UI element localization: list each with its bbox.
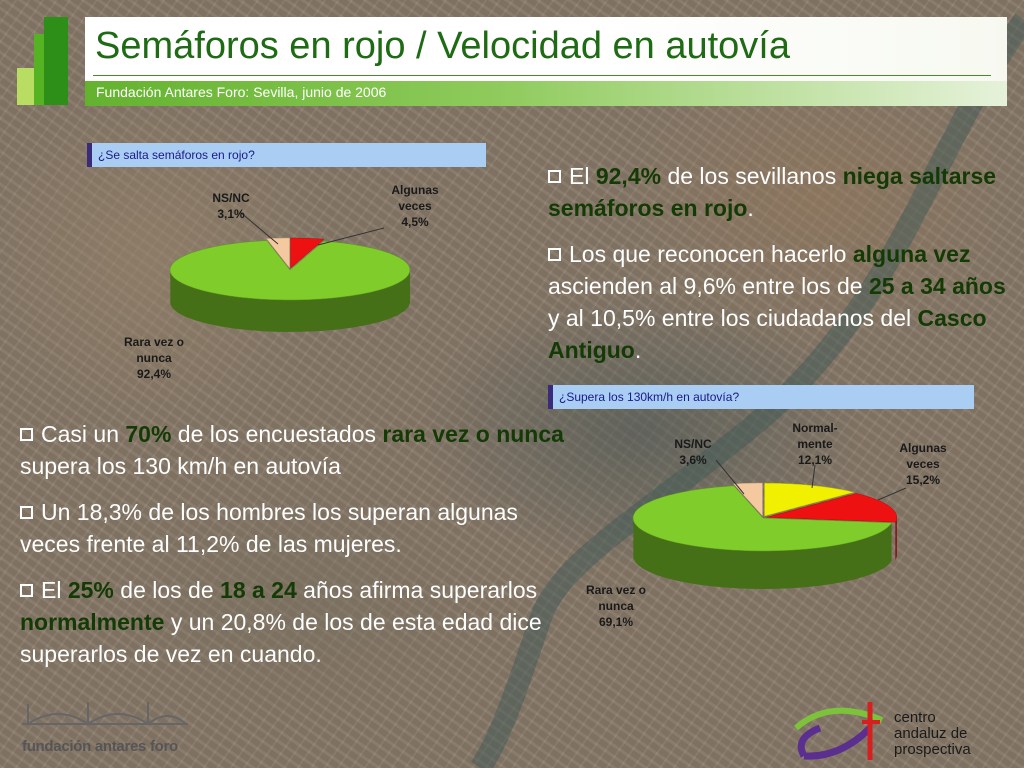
right-bullet-1-text: El [569, 163, 596, 189]
chart2-label-rara: Rara vez o nunca 69,1% [576, 582, 656, 630]
left-bullet-3-bold: 18 a 24 [220, 577, 297, 603]
right-bullet-2-text: ascienden al 9,6% entre los de [548, 273, 869, 299]
left-bullet-3: El 25% de los de 18 a 24 años afirma sup… [20, 574, 576, 670]
chart2-label-nsnc-name: NS/NC [674, 437, 712, 451]
subtitle-bar: Fundación Antares Foro: Sevilla, junio d… [85, 81, 1007, 106]
left-bullet-1-text: supera los 130 km/h en autovía [20, 453, 341, 479]
chart1-label-algunas-name: Algunas veces [391, 183, 439, 213]
right-bullet-1-bold: 92,4% [595, 163, 662, 189]
checkbox-bullet-icon [548, 248, 561, 261]
chart2-label-normal-name: Normal- mente [792, 421, 838, 451]
footer-right-line-3: prospectiva [894, 741, 971, 758]
chart2-question-label: ¿Supera los 130km/h en autovía? [548, 385, 974, 409]
right-bullet-1-text: . [747, 195, 754, 221]
right-bullet-2: Los que reconocen hacerlo alguna vez asc… [548, 238, 1008, 366]
chart2-label-algunas-name: Algunas veces [899, 441, 947, 471]
logo-bar-3 [44, 17, 68, 105]
left-bullet-2-text: Un 18,3% de los hombres los superan algu… [20, 499, 518, 557]
chart1-label-rara: Rara vez o nunca 92,4% [114, 334, 194, 382]
left-bullet-3-text: años afirma superarlos [296, 577, 538, 603]
left-bullet-3-bold: normalmente [20, 609, 165, 635]
chart1-label-rara-name: Rara vez o nunca [123, 335, 185, 365]
right-bullet-1-bold: niega saltarse semáforos en rojo [548, 163, 997, 221]
right-bullet-2-bold: Casco Antiguo [548, 305, 987, 363]
checkbox-bullet-icon [20, 584, 33, 597]
left-bullet-3-bold: 25% [67, 577, 114, 603]
footer-left-logo: fundación antares foro [18, 694, 198, 760]
chart2-label-rara-name: Rara vez o nunca [585, 583, 647, 613]
page-subtitle: Fundación Antares Foro: Sevilla, junio d… [96, 84, 387, 100]
footer-right-line-2: andaluz de [894, 725, 968, 742]
checkbox-bullet-icon [20, 506, 33, 519]
right-bullet-2-text: . [634, 337, 642, 363]
header: Semáforos en rojo / Velocidad en autovía… [85, 17, 1007, 106]
bridge-icon [22, 702, 188, 726]
left-bullet-3-text: y un 20,8% de los de esta edad dice supe… [20, 609, 542, 667]
right-bullet-2-text: Los que reconocen hacerlo [569, 241, 853, 267]
chart2-label-nsnc: NS/NC 3,6% [660, 436, 726, 468]
right-bullet-1: El 92,4% de los sevillanos niega saltars… [548, 160, 1008, 224]
prospectiva-logo-icon [794, 702, 884, 760]
footer-right-logo: centro andaluz de prospectiva [790, 698, 1016, 762]
left-bullet-1-bold: 70% [125, 421, 172, 447]
chart2-label-normal-value: 12,1% [797, 453, 833, 467]
footer-right-line-1: centro [894, 709, 936, 726]
checkbox-bullet-icon [20, 428, 33, 441]
chart2-label-algunas: Algunas veces 15,2% [886, 440, 960, 488]
left-bullet-1: Casi un 70% de los encuestados rara vez … [20, 418, 576, 482]
page-title: Semáforos en rojo / Velocidad en autovía [95, 25, 791, 67]
chart1-question-label: ¿Se salta semáforos en rojo? [87, 143, 486, 167]
left-bullet-3-text: El [41, 577, 68, 603]
chart1-label-algunas: Algunas veces 4,5% [378, 182, 452, 230]
chart2-label-nsnc-value: 3,6% [679, 453, 707, 467]
chart1-label-nsnc-value: 3,1% [217, 207, 245, 221]
right-bullet-2-bold: 25 a 34 años [868, 273, 1006, 299]
title-rule [93, 75, 991, 76]
checkbox-bullet-icon [548, 170, 561, 183]
chart1-label-nsnc-name: NS/NC [212, 191, 250, 205]
right-bullet-1-text: de los sevillanos [661, 163, 843, 189]
right-text-block: El 92,4% de los sevillanos niega saltars… [548, 160, 1008, 380]
footer-left-name: fundación antares foro [22, 738, 178, 755]
left-bullet-1-text: de los encuestados [171, 421, 383, 447]
chart2-label-rara-value: 69,1% [598, 615, 634, 629]
chart1-label-rara-value: 92,4% [136, 367, 172, 381]
left-bullet-2: Un 18,3% de los hombres los superan algu… [20, 496, 576, 560]
chart1-label-nsnc: NS/NC 3,1% [196, 190, 266, 222]
left-text-block: Casi un 70% de los encuestados rara vez … [20, 418, 576, 684]
chart1-label-algunas-value: 4,5% [401, 215, 429, 229]
left-bullet-1-text: Casi un [41, 421, 126, 447]
left-bullet-3-text: de los de [113, 577, 221, 603]
right-bullet-2-bold: alguna vez [852, 241, 971, 267]
right-bullet-2-text: y al 10,5% entre los ciudadanos del [548, 305, 918, 331]
chart2-label-normal: Normal- mente 12,1% [780, 420, 850, 468]
chart2-label-algunas-value: 15,2% [905, 473, 941, 487]
left-bullet-1-bold: rara vez o nunca [382, 421, 564, 447]
